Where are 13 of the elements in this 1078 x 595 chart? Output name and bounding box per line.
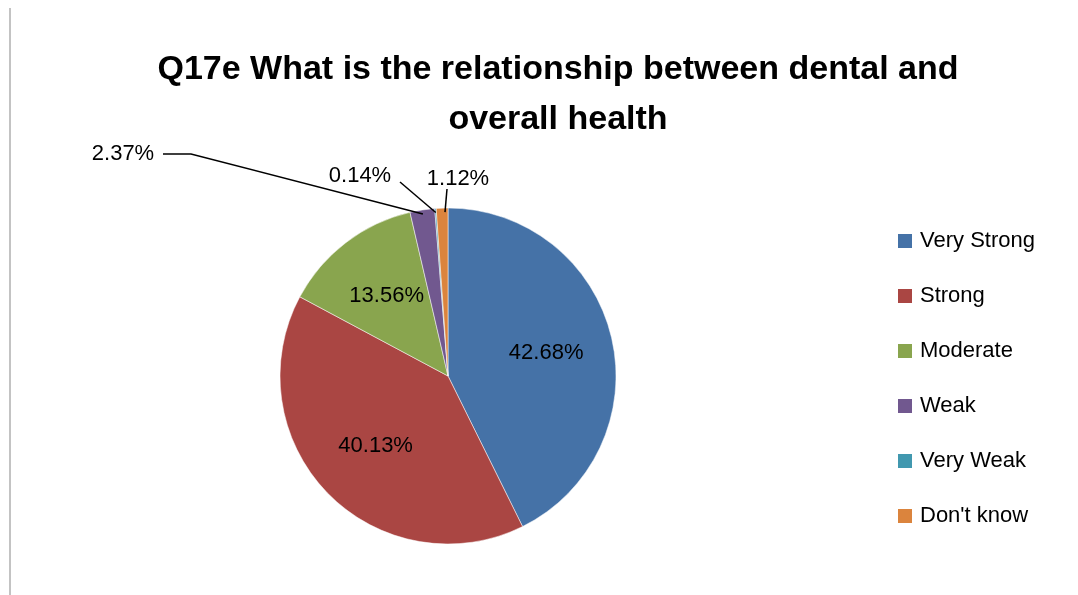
data-label: 1.12% (426, 164, 490, 190)
legend-label: Weak (920, 391, 977, 417)
legend-label: Don't know (920, 501, 1029, 527)
legend-label: Strong (920, 281, 985, 307)
data-label: 42.68% (508, 338, 584, 364)
chart-title: Q17e What is the relationship between dental and overall health (157, 47, 959, 136)
data-label: 0.14% (328, 161, 392, 187)
data-label: 2.37% (91, 139, 155, 165)
legend-label: Very Strong (920, 226, 1035, 252)
legend-label: Very Weak (920, 446, 1027, 472)
legend-label: Moderate (920, 336, 1013, 362)
data-label: 40.13% (338, 431, 413, 457)
data-label: 13.56% (349, 281, 424, 307)
